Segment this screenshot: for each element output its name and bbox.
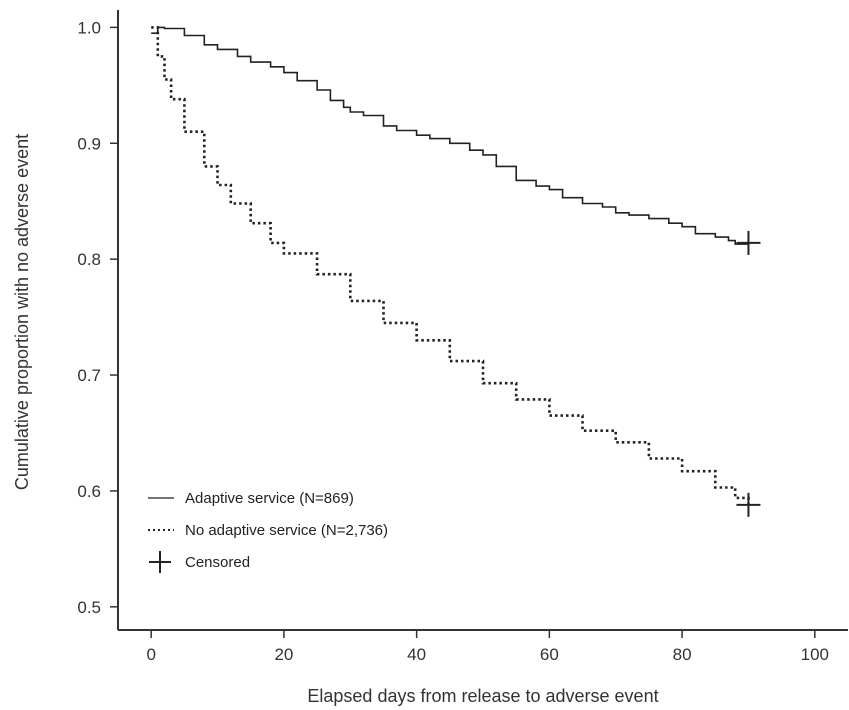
y-tick-label: 0.8 [77, 250, 101, 269]
legend-item: No adaptive service (N=2,736) [148, 522, 388, 539]
legend-plus-icon [149, 551, 171, 573]
censor-marks [736, 230, 761, 517]
series-layer [151, 26, 750, 504]
y-tick-label: 0.9 [77, 134, 101, 153]
x-tick-label: 20 [274, 645, 293, 664]
x-tick-label: 80 [673, 645, 692, 664]
legend-label: Adaptive service (N=869) [185, 490, 354, 507]
x-axis-title: Elapsed days from release to adverse eve… [307, 686, 658, 706]
x-tick-label: 0 [146, 645, 155, 664]
y-axis-title: Cumulative proportion with no adverse ev… [12, 134, 32, 490]
series-line-adaptive-service [151, 26, 750, 245]
x-tick-label: 40 [407, 645, 426, 664]
x-axis-ticks: 0 20 40 60 80 100 [146, 630, 829, 664]
x-tick-label: 100 [801, 645, 829, 664]
censored-marker [736, 230, 761, 255]
axes [117, 10, 848, 631]
legend: Adaptive service (N=869) No adaptive serv… [148, 490, 388, 573]
y-tick-label: 0.6 [77, 482, 101, 501]
y-tick-label: 1.0 [77, 18, 101, 37]
y-tick-label: 0.7 [77, 366, 101, 385]
series-line-no-adaptive-service [151, 26, 750, 504]
y-axis-ticks: 0.5 0.6 0.7 0.8 0.9 1.0 [77, 18, 118, 617]
censored-marker [736, 492, 761, 517]
legend-label: No adaptive service (N=2,736) [185, 522, 388, 539]
legend-item: Adaptive service (N=869) [148, 490, 354, 507]
legend-item: Censored [149, 551, 250, 573]
y-tick-label: 0.5 [77, 598, 101, 617]
x-tick-label: 60 [540, 645, 559, 664]
legend-label: Censored [185, 554, 250, 571]
